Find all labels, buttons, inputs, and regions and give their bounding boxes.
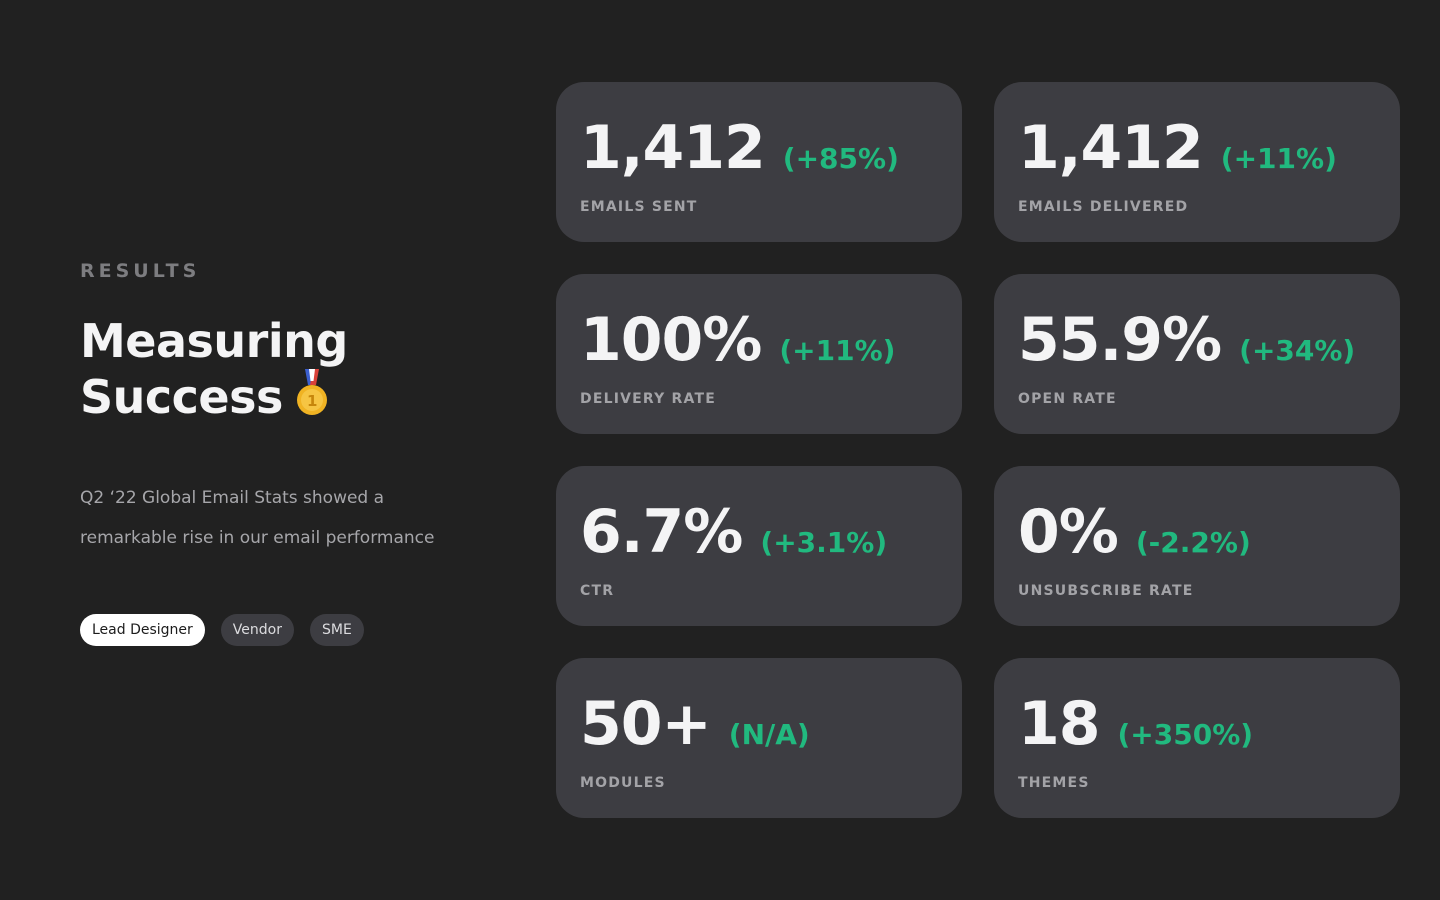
stat-card-modules: 50+ (N/A) MODULES — [556, 658, 962, 818]
stat-value: 0% — [1018, 497, 1119, 567]
stat-delta: (+11%) — [779, 334, 896, 367]
medal-icon: 1 — [295, 369, 329, 417]
role-tags: Lead Designer Vendor SME — [80, 614, 364, 646]
title-line-2: Success — [80, 370, 283, 424]
stat-card-emails-sent: 1,412 (+85%) EMAILS SENT — [556, 82, 962, 242]
stat-value: 100% — [580, 305, 762, 375]
stat-label: EMAILS DELIVERED — [1018, 199, 1189, 215]
svg-text:1: 1 — [307, 392, 317, 410]
stat-value: 1,412 — [1018, 113, 1204, 183]
stat-label: MODULES — [580, 775, 666, 791]
tag-vendor[interactable]: Vendor — [220, 614, 294, 646]
stat-delta: (N/A) — [728, 718, 810, 751]
stat-value: 50+ — [580, 689, 712, 759]
section-eyebrow: RESULTS — [80, 260, 201, 282]
stat-card-delivery-rate: 100% (+11%) DELIVERY RATE — [556, 274, 962, 434]
stat-delta: (+34%) — [1239, 334, 1356, 367]
stat-value-row: 0% (-2.2%) — [1018, 498, 1376, 566]
page-title: Measuring Success 1 — [80, 313, 500, 425]
stat-delta: (-2.2%) — [1135, 526, 1251, 559]
title-line-1: Measuring — [80, 314, 348, 368]
stat-label: DELIVERY RATE — [580, 391, 716, 407]
stat-label: EMAILS SENT — [580, 199, 698, 215]
stat-card-unsubscribe-rate: 0% (-2.2%) UNSUBSCRIBE RATE — [994, 466, 1400, 626]
tag-lead-designer[interactable]: Lead Designer — [80, 614, 205, 646]
stat-label: OPEN RATE — [1018, 391, 1117, 407]
stat-value-row: 1,412 (+11%) — [1018, 114, 1376, 182]
stat-value: 6.7% — [580, 497, 743, 567]
results-description: Q2 ‘22 Global Email Stats showed a remar… — [80, 488, 435, 548]
stats-grid: 1,412 (+85%) EMAILS SENT 1,412 (+11%) EM… — [556, 82, 1400, 818]
stat-card-themes: 18 (+350%) THEMES — [994, 658, 1400, 818]
stat-delta: (+11%) — [1220, 142, 1337, 175]
stat-value-row: 6.7% (+3.1%) — [580, 498, 938, 566]
stat-value-row: 100% (+11%) — [580, 306, 938, 374]
stat-label: CTR — [580, 583, 615, 599]
stat-label: UNSUBSCRIBE RATE — [1018, 583, 1194, 599]
stat-value-row: 50+ (N/A) — [580, 690, 938, 758]
stat-delta: (+350%) — [1117, 718, 1254, 751]
stat-delta: (+3.1%) — [760, 526, 888, 559]
stat-value-row: 18 (+350%) — [1018, 690, 1376, 758]
stat-value: 55.9% — [1018, 305, 1222, 375]
tag-sme[interactable]: SME — [309, 614, 364, 646]
stat-value: 1,412 — [580, 113, 766, 183]
stat-delta: (+85%) — [782, 142, 899, 175]
stat-card-ctr: 6.7% (+3.1%) CTR — [556, 466, 962, 626]
stat-card-open-rate: 55.9% (+34%) OPEN RATE — [994, 274, 1400, 434]
stat-value-row: 55.9% (+34%) — [1018, 306, 1376, 374]
stat-value: 18 — [1018, 689, 1100, 759]
title-line-2-wrap: Success 1 — [80, 369, 500, 425]
stat-card-emails-delivered: 1,412 (+11%) EMAILS DELIVERED — [994, 82, 1400, 242]
stat-value-row: 1,412 (+85%) — [580, 114, 938, 182]
stat-label: THEMES — [1018, 775, 1090, 791]
